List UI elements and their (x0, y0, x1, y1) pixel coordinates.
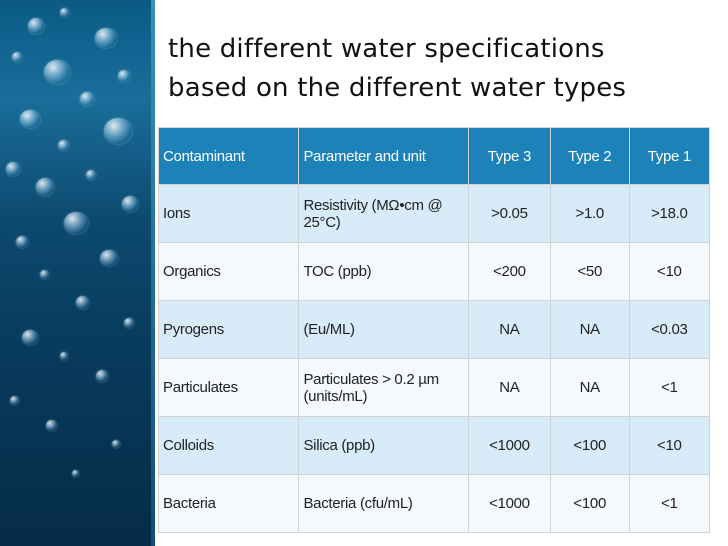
header-type2: Type 2 (549, 127, 630, 185)
water-bubbles-image (0, 0, 155, 546)
bubble (28, 18, 44, 34)
cell-type1: <0.03 (628, 300, 711, 359)
bubble (36, 178, 54, 196)
bubble (40, 270, 49, 279)
cell-contaminant: Bacteria (157, 474, 300, 533)
bubble (80, 92, 94, 106)
bubble (22, 330, 38, 345)
slide-title-line-2: based on the different water types (168, 73, 627, 103)
cell-parameter: Bacteria (cfu/mL) (298, 474, 469, 533)
water-specifications-table: Contaminant Parameter and unit Type 3 Ty… (157, 127, 711, 533)
bubble (95, 28, 117, 48)
table-header-row: Contaminant Parameter and unit Type 3 Ty… (157, 127, 711, 185)
cell-contaminant: Pyrogens (157, 300, 300, 359)
bubble (112, 440, 120, 448)
cell-parameter: Particulates > 0.2 µm (units/mL) (298, 358, 469, 417)
table-row: Ions Resistivity (MΩ•cm @ 25°C) >0.05 >1… (157, 184, 711, 243)
bubble (20, 110, 40, 128)
cell-type1: <1 (628, 474, 711, 533)
cell-type2: <100 (549, 416, 630, 475)
cell-type1: >18.0 (628, 184, 711, 243)
cell-parameter: Resistivity (MΩ•cm @ 25°C) (298, 184, 469, 243)
cell-contaminant: Colloids (157, 416, 300, 475)
cell-parameter: Silica (ppb) (298, 416, 469, 475)
table-row: Pyrogens (Eu/ML) NA NA <0.03 (157, 300, 711, 359)
table-row: Particulates Particulates > 0.2 µm (unit… (157, 358, 711, 417)
cell-parameter: TOC (ppb) (298, 242, 469, 301)
cell-type3: >0.05 (467, 184, 551, 243)
bubble (12, 52, 22, 62)
cell-type2: >1.0 (549, 184, 630, 243)
cell-type3: <1000 (467, 474, 551, 533)
bubble (96, 370, 108, 382)
bubble (6, 162, 20, 176)
cell-parameter: (Eu/ML) (298, 300, 469, 359)
bubble (10, 396, 19, 405)
cell-contaminant: Ions (157, 184, 300, 243)
bubble (60, 352, 68, 360)
slide-title-line-1: the different water specifications (168, 34, 605, 64)
header-parameter: Parameter and unit (298, 127, 469, 185)
bubble (46, 420, 57, 431)
header-contaminant: Contaminant (157, 127, 300, 185)
cell-type3: <1000 (467, 416, 551, 475)
cell-type3: NA (467, 300, 551, 359)
table-row: Bacteria Bacteria (cfu/mL) <1000 <100 <1 (157, 474, 711, 533)
cell-contaminant: Organics (157, 242, 300, 301)
bubble (118, 70, 130, 82)
cell-type2: NA (549, 300, 630, 359)
specifications-table-container: Contaminant Parameter and unit Type 3 Ty… (157, 127, 711, 533)
bubble (76, 296, 89, 309)
bubble (44, 60, 70, 84)
slide-title: the different water specifications based… (168, 30, 718, 108)
bubble (60, 8, 69, 17)
cell-type1: <1 (628, 358, 711, 417)
bubble (104, 118, 132, 144)
cell-type2: <100 (549, 474, 630, 533)
table-row: Colloids Silica (ppb) <1000 <100 <10 (157, 416, 711, 475)
bubble (16, 236, 28, 248)
bubble (72, 470, 79, 477)
bubble (64, 212, 88, 234)
header-type1: Type 1 (628, 127, 711, 185)
image-edge (151, 0, 155, 546)
cell-type2: NA (549, 358, 630, 417)
header-type3: Type 3 (467, 127, 551, 185)
cell-type3: NA (467, 358, 551, 417)
bubble (122, 196, 138, 212)
cell-contaminant: Particulates (157, 358, 300, 417)
cell-type1: <10 (628, 242, 711, 301)
bubble (86, 170, 96, 180)
table-row: Organics TOC (ppb) <200 <50 <10 (157, 242, 711, 301)
bubble (58, 140, 69, 151)
bubble (100, 250, 118, 266)
cell-type2: <50 (549, 242, 630, 301)
cell-type1: <10 (628, 416, 711, 475)
bubble (124, 318, 134, 328)
cell-type3: <200 (467, 242, 551, 301)
